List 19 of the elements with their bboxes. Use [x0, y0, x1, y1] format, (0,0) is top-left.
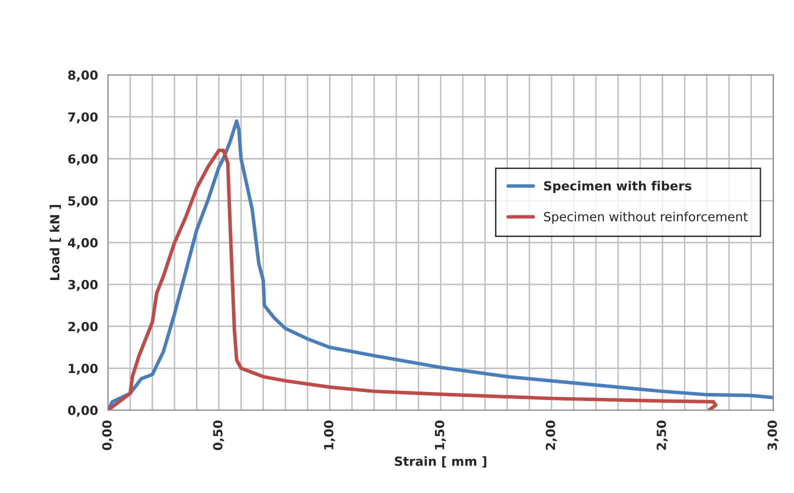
- x-tick-label: 2,00: [546, 420, 557, 450]
- y-tick-label: 3,00: [68, 280, 98, 291]
- x-tick-label: 3,00: [768, 420, 779, 450]
- y-tick-label: 1,00: [68, 364, 98, 375]
- legend-label: Specimen with fibers: [544, 180, 692, 193]
- y-tick-label: 5,00: [68, 196, 98, 208]
- y-tick-label: 6,00: [68, 154, 98, 166]
- y-tick-label: 0,00: [68, 406, 98, 417]
- x-tick-label: 1,00: [324, 420, 335, 450]
- x-tick-label: 2,50: [656, 420, 668, 450]
- y-axis-title: Load [ kN ]: [50, 205, 61, 280]
- y-tick-label: 2,00: [68, 322, 98, 333]
- y-tick-label: 7,00: [68, 112, 98, 124]
- y-tick-label: 4,00: [68, 238, 98, 250]
- y-tick-label: 8,00: [68, 70, 98, 82]
- legend-label: Specimen without reinforcement: [544, 212, 748, 224]
- x-axis-title: Strain [ mm ]: [394, 456, 486, 468]
- x-tick-label: 0,50: [213, 420, 224, 450]
- x-tick-label: 1,50: [434, 420, 446, 450]
